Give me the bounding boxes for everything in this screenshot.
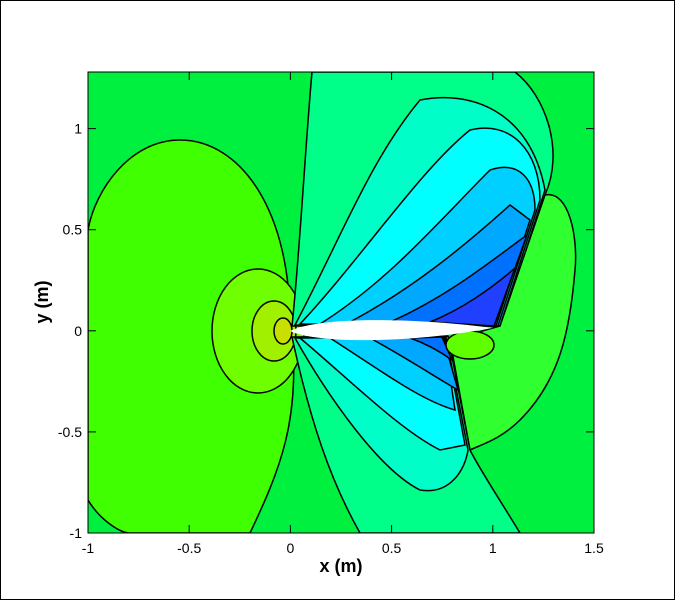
contour-region <box>409 336 454 363</box>
y-axis-label: y (m) <box>32 280 52 323</box>
x-tick-label: 1 <box>489 540 497 556</box>
plot-frame <box>87 71 595 534</box>
x-tick-label: 0 <box>287 540 295 556</box>
x-tick-label: 0.5 <box>382 540 402 556</box>
y-tick-label: 1 <box>74 121 82 137</box>
x-tick-label: -1 <box>82 540 95 556</box>
contour-region <box>449 194 577 452</box>
y-tick-label: -0.5 <box>58 424 82 440</box>
contour-region <box>273 317 293 345</box>
y-tick-label: 0 <box>74 323 82 339</box>
y-tick-label: 0.5 <box>63 222 83 238</box>
x-axis-label: x (m) <box>319 556 362 576</box>
contour-field <box>88 72 594 533</box>
x-tick-label: 1.5 <box>584 540 604 556</box>
airfoil <box>290 320 492 341</box>
y-tick-label: -1 <box>70 525 83 541</box>
contour-region <box>88 139 295 533</box>
contour-region <box>445 330 495 360</box>
x-tick-label: -0.5 <box>177 540 201 556</box>
contour-region <box>429 267 516 327</box>
